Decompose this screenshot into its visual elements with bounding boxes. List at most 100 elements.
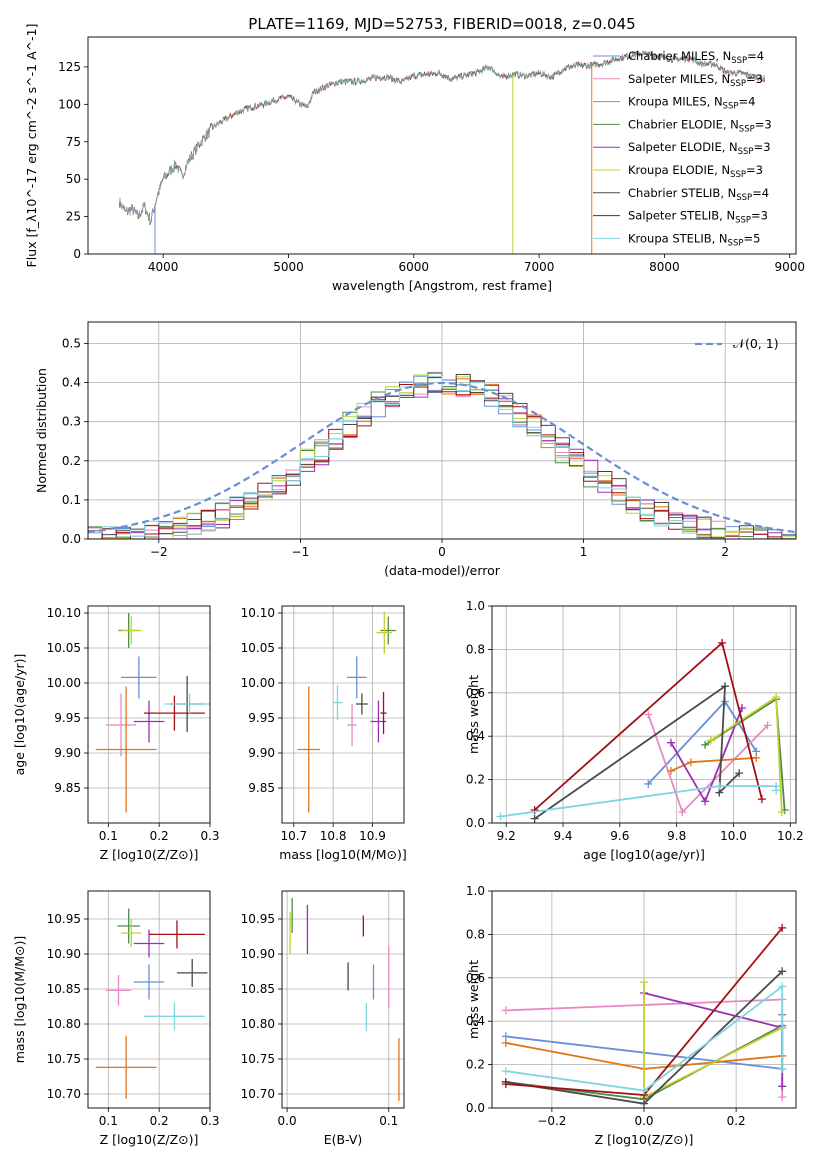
y-tick-label: 0.8	[466, 642, 485, 656]
weight-marker	[777, 808, 786, 817]
x-tick-label: 0.1	[99, 1114, 118, 1128]
weight-line	[534, 684, 740, 820]
spectrum-line	[119, 51, 765, 224]
x-tick-label: 0.0	[278, 1114, 297, 1128]
x-tick-label: 5000	[273, 260, 304, 274]
gaussian-curve	[88, 381, 796, 534]
y-tick-label: 1.0	[466, 884, 485, 898]
weight-marker	[701, 797, 710, 806]
y-tick-label: 10.85	[241, 982, 275, 996]
axes-spectrum: 4000 5000 6000 7000 8000 9000 0 25 50 75 100 125 wav…	[24, 24, 805, 293]
weight-marker	[772, 786, 781, 795]
y-axis-label: age [log10(age/yr)]	[12, 654, 27, 776]
weight-marker	[772, 693, 781, 702]
y-tick-label: 10.00	[241, 676, 275, 690]
weight-marker	[666, 738, 675, 747]
x-tick-label: 6000	[399, 260, 430, 274]
weight-marker	[706, 736, 715, 745]
y-tick-label: 0.2	[62, 454, 81, 468]
weight-marker	[752, 753, 761, 762]
legend-entry: Chabrier ELODIE, NSSP=3	[628, 117, 772, 134]
y-tick-label: 10.80	[47, 1017, 81, 1031]
x-tick-label: −2	[150, 545, 168, 559]
y-tick-label: 9.85	[248, 781, 275, 795]
weight-marker	[778, 982, 787, 991]
plot-area	[88, 371, 796, 539]
axes-frame	[281, 605, 405, 824]
y-tick-label: 9.85	[54, 781, 81, 795]
y-axis-label: mass [log10(M/M⊙)]	[12, 936, 27, 1064]
weight-marker	[701, 740, 710, 749]
weight-line	[704, 697, 786, 811]
axes-Z_vs_weight: −0.2 0.0 0.2 0.0 0.2 0.4 0.6 0.8 1.0 Z [log10(Z/Z…	[466, 884, 797, 1147]
x-tick-label: 2	[721, 545, 729, 559]
legend-entry: Salpeter MILES, NSSP=3	[628, 72, 763, 89]
weight-marker	[644, 779, 653, 788]
legend-entry: Salpeter ELODIE, NSSP=3	[628, 140, 771, 157]
y-tick-label: 10.80	[241, 1017, 275, 1031]
axes-frame	[87, 605, 211, 824]
weight-marker	[778, 1082, 787, 1091]
y-tick-label: 0.4	[466, 729, 485, 743]
weight-marker	[715, 782, 724, 791]
weight-marker	[640, 1099, 648, 1108]
x-tick-label: 0	[438, 545, 446, 559]
x-tick-label: 10.8	[320, 829, 347, 843]
y-tick-label: 9.90	[54, 746, 81, 760]
y-tick-label: 0.2	[466, 773, 485, 787]
plot-area	[95, 908, 208, 1099]
weight-marker	[763, 721, 772, 730]
axes-EBV_vs_mass: 0.0 0.1 10.70 10.75 10.80 10.85 10.90 10.95 E(B-…	[241, 890, 405, 1147]
x-tick-label: 4000	[148, 260, 179, 274]
y-tick-label: 10.90	[241, 947, 275, 961]
y-tick-label: 0	[73, 247, 81, 261]
weight-marker	[501, 1038, 510, 1047]
y-tick-label: 10.95	[47, 912, 81, 926]
plot-area	[289, 898, 400, 1101]
x-tick-label: 0.1	[379, 1114, 398, 1128]
axes-age_vs_weight: 9.2 9.4 9.6 9.8 10.0 10.2 0.0 0.2 0.4 0.6 0.8 1.0 ag…	[466, 599, 804, 862]
x-tick-label: 0.3	[200, 829, 219, 843]
weight-marker	[501, 1080, 510, 1089]
weight-marker	[501, 1067, 510, 1076]
x-tick-label: 10.0	[720, 829, 747, 843]
y-tick-label: 0.0	[466, 816, 485, 830]
axes-frame	[87, 321, 797, 540]
weight-marker	[778, 967, 787, 976]
y-tick-label: 10.75	[47, 1052, 81, 1066]
weight-marker	[640, 978, 648, 987]
figure-title: PLATE=1169, MJD=52753, FIBERID=0018, z=0…	[248, 15, 635, 33]
y-tick-label: 10.70	[47, 1087, 81, 1101]
axes-frame	[491, 605, 797, 824]
x-tick-label: 9.2	[497, 829, 516, 843]
x-tick-label: 0.2	[150, 829, 169, 843]
weight-marker	[735, 769, 744, 778]
weight-marker	[666, 766, 675, 775]
y-tick-label: 9.95	[54, 711, 81, 725]
y-tick-label: 10.70	[241, 1087, 275, 1101]
y-tick-label: 0.6	[466, 686, 485, 700]
weight-line	[500, 785, 777, 818]
x-axis-label: Z [log10(Z/Z⊙)]	[100, 847, 199, 862]
x-tick-label: −0.2	[537, 1114, 566, 1128]
legend-entry: Chabrier MILES, NSSP=4	[628, 49, 764, 66]
y-tick-label: 10.95	[241, 912, 275, 926]
plot-area	[501, 923, 787, 1108]
axes-mass_vs_age: 10.7 10.8 10.9 9.85 9.90 9.95 10.00 10.05 10.10 m…	[241, 605, 407, 862]
y-tick-label: 9.90	[248, 746, 275, 760]
x-tick-label: 10.9	[359, 829, 386, 843]
y-tick-label: 50	[66, 172, 81, 186]
x-tick-label: 0.3	[200, 1114, 219, 1128]
x-tick-label: 9000	[774, 260, 805, 274]
spectrum-legend: Chabrier MILES, NSSP=4 Salpeter MILES, NS…	[593, 49, 772, 248]
legend-entry: Kroupa MILES, NSSP=4	[628, 95, 755, 112]
y-tick-label: 0.2	[466, 1058, 485, 1072]
y-tick-label: 10.05	[47, 641, 81, 655]
weight-marker	[496, 812, 505, 821]
y-tick-label: 100	[58, 97, 81, 111]
y-axis-label: Flux [f_λ10^-17 erg cm^-2 s^-1 A^-1]	[24, 24, 39, 268]
weight-marker	[640, 1086, 648, 1095]
x-axis-label: E(B-V)	[324, 1132, 363, 1147]
weight-marker	[501, 1006, 510, 1015]
y-tick-label: 0.4	[466, 1014, 485, 1028]
